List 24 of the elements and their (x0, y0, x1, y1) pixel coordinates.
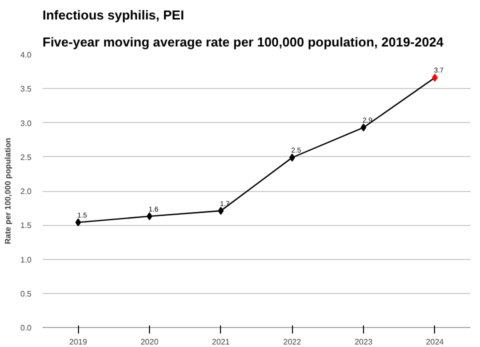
point (146, 212, 152, 220)
x-tick-label: 2021 (212, 338, 230, 346)
point (75, 218, 81, 226)
y-tick-label: 1.5 (20, 221, 32, 230)
y-tick-label: 1.0 (20, 255, 32, 264)
y-tick-label: 3.5 (20, 84, 32, 94)
y-tick-label: 2.0 (20, 187, 32, 196)
chart-subtitle: Five-year moving average rate per 100,000 population, 2019-2024 (42, 34, 444, 50)
y-tick-label: 0.0 (20, 324, 32, 332)
y-tick-label: 4.0 (20, 50, 32, 60)
point (360, 124, 366, 132)
y-axis-title: Rate per 100,000 population (3, 138, 12, 244)
y-tick-label: 0.5 (20, 289, 32, 298)
chart-title: Infectious syphilis, PEI (42, 8, 184, 22)
x-tick-label: 2023 (354, 338, 373, 346)
x-tick-label: 2024 (426, 338, 444, 346)
x-tick-label: 2022 (283, 338, 302, 346)
y-tick-label: 2.5 (20, 152, 32, 162)
y-tick-label: 3.0 (20, 118, 32, 128)
point (432, 74, 438, 82)
point (218, 206, 224, 215)
x-tick-label: 2019 (69, 338, 88, 346)
x-tick-label: 2020 (140, 338, 159, 346)
point (289, 154, 295, 162)
